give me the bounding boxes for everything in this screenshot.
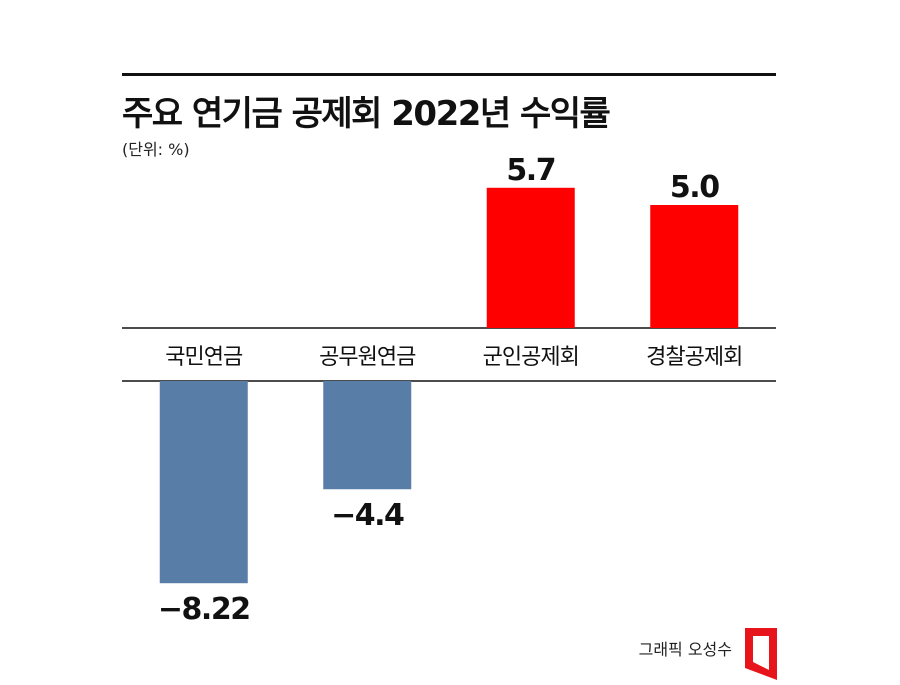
category-label: 경찰공제회: [646, 345, 742, 370]
bar: [159, 381, 248, 584]
bar: [650, 205, 739, 328]
data-label: 5.0: [670, 170, 719, 205]
category-label: 군인공제회: [483, 345, 579, 370]
bar: [323, 381, 412, 490]
category-label: 국민연금: [165, 345, 243, 370]
data-label: 5.7: [506, 153, 555, 188]
data-label: −8.22: [158, 592, 250, 627]
category-label: 공무원연금: [319, 345, 416, 370]
graphic-credit: 그래픽 오성수: [638, 640, 732, 659]
red-bracket-logo-icon: [745, 628, 777, 680]
chart-title: 주요 연기금 공제회 2022년 수익률: [122, 94, 611, 134]
unit-note: (단위: %): [122, 140, 190, 159]
data-label: −4.4: [331, 498, 404, 533]
title-rule: [122, 73, 776, 76]
bar: [486, 187, 575, 328]
